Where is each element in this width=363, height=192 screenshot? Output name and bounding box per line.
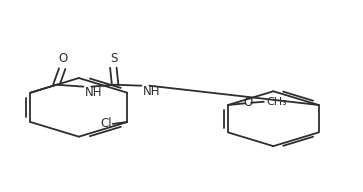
Text: O: O [58,52,68,65]
Text: Cl: Cl [100,118,112,130]
Text: S: S [110,52,118,65]
Text: CH₃: CH₃ [267,97,287,107]
Text: NH: NH [143,85,160,98]
Text: O: O [243,96,253,109]
Text: NH: NH [85,86,102,99]
